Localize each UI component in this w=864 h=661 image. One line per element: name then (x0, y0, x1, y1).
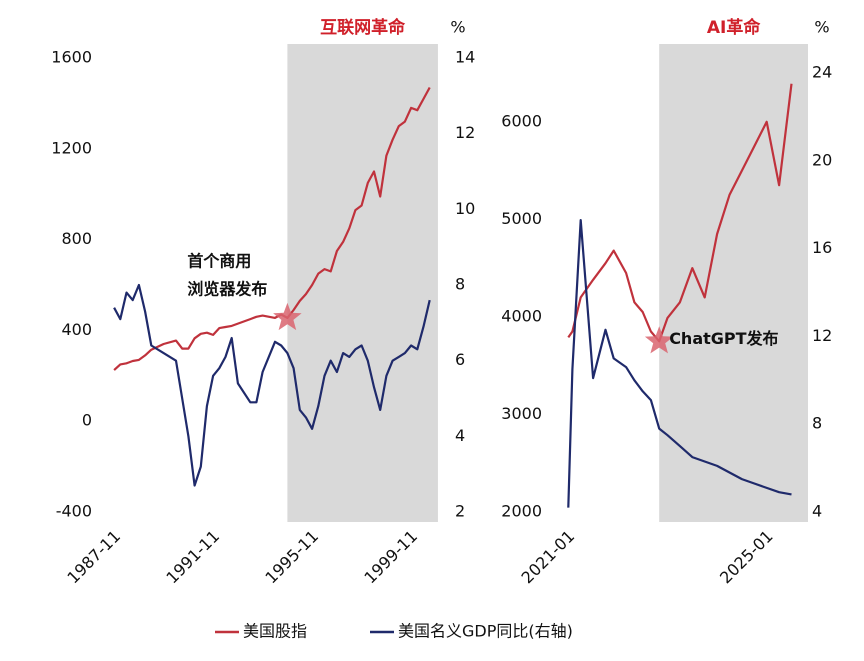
event-marker (644, 326, 674, 354)
shade-region (659, 44, 808, 522)
event-annotation: 首个商用 (187, 251, 251, 270)
shade-title: AI革命 (707, 17, 761, 38)
y-tick-label: 5000 (501, 209, 542, 228)
x-tick-label: 2021-01 (518, 527, 579, 588)
shade-title: 互联网革命 (320, 17, 406, 38)
series-line: 美国股指 (567, 83, 793, 343)
y-tick-label: 800 (61, 229, 92, 248)
x-tick-label: 1987-11 (63, 527, 124, 588)
y2-tick-label: 24 (812, 63, 832, 82)
legend-label: 美国名义GDP同比(右轴) (398, 622, 573, 641)
y2-tick-label: 2 (455, 502, 465, 521)
y2-tick-label: 12 (455, 123, 475, 142)
y2-tick-label: 16 (812, 238, 832, 257)
event-annotation: ChatGPT发布 (669, 329, 778, 348)
y2-tick-label: 8 (455, 275, 465, 294)
y2-tick-label: 14 (455, 48, 475, 67)
y-tick-label: 400 (61, 320, 92, 339)
series-line (113, 283, 431, 487)
y2-tick-label: 4 (812, 502, 822, 521)
y2-tick-label: 20 (812, 150, 832, 169)
x-tick-label: 1991-11 (162, 527, 223, 588)
event-annotation: 浏览器发布 (187, 279, 267, 298)
y2-axis-unit: % (450, 18, 465, 37)
y-tick-label: 0 (82, 411, 92, 430)
y-tick-label: -400 (56, 502, 92, 521)
y2-tick-label: 4 (455, 426, 465, 445)
y-tick-label: 3000 (501, 404, 542, 423)
y2-tick-label: 12 (812, 326, 832, 345)
shade-region (287, 44, 438, 522)
x-tick-label: 1995-11 (261, 527, 322, 588)
x-tick-label: 2025-01 (716, 527, 777, 588)
series-line: 美国名义GDP同比(右轴) (567, 219, 792, 508)
y-tick-label: 4000 (501, 306, 542, 325)
event-marker (273, 302, 302, 331)
y2-tick-label: 10 (455, 199, 475, 218)
y-tick-label: 1200 (51, 138, 92, 157)
y2-tick-label: 6 (455, 350, 465, 369)
y-tick-label: 1600 (51, 48, 92, 67)
y-tick-label: 6000 (501, 111, 542, 130)
x-tick-label: 1999-11 (360, 527, 421, 588)
y2-tick-label: 8 (812, 414, 822, 433)
y2-axis-unit: % (814, 18, 829, 37)
legend-label: 美国股指 (243, 622, 307, 641)
y-tick-label: 2000 (501, 502, 542, 521)
